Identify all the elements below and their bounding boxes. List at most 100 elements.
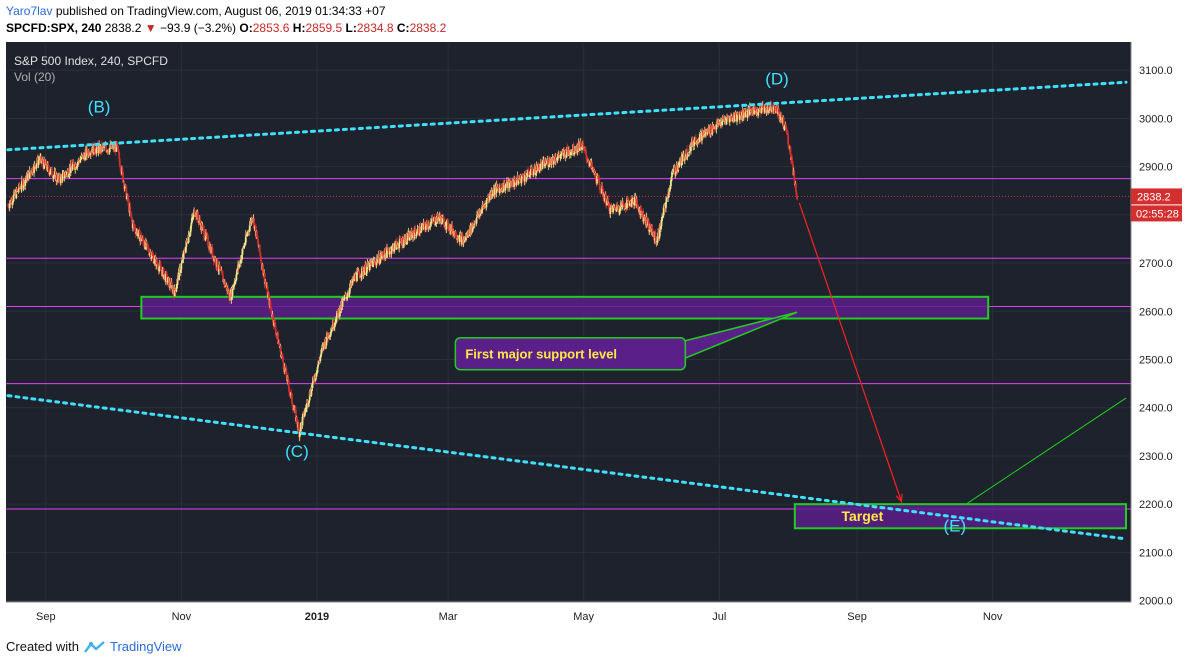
candle-body <box>776 105 778 112</box>
time-axis[interactable] <box>6 602 1182 628</box>
candle-body <box>187 234 190 243</box>
candle-body <box>654 232 657 238</box>
candle-body <box>419 225 422 233</box>
candle-body <box>746 114 749 118</box>
candle-body <box>508 179 511 188</box>
candle-body <box>192 212 195 218</box>
candle-body <box>529 169 532 174</box>
candle-body <box>232 285 235 289</box>
price-chart[interactable]: (B) (C) (D) (E) First major support level Tar… <box>6 42 1182 628</box>
candle-body <box>297 423 300 429</box>
candle-body <box>708 127 711 134</box>
candle-body <box>66 171 68 176</box>
candle-body <box>792 164 795 176</box>
candle-body <box>145 241 148 247</box>
candle-body <box>313 378 316 381</box>
candle-body <box>768 108 771 111</box>
candle-body <box>406 238 409 241</box>
candle-body <box>305 407 308 409</box>
candle-body <box>338 313 341 317</box>
candle-body <box>687 152 690 157</box>
candle-body <box>485 200 488 208</box>
candle-body <box>282 362 285 369</box>
candle-body <box>48 172 51 175</box>
candle-body <box>648 230 651 232</box>
dotted-trendline[interactable] <box>6 80 1128 152</box>
candle-body <box>129 206 132 212</box>
candle-body <box>524 173 527 175</box>
candle-body <box>464 237 467 241</box>
wave-label-d: (D) <box>765 70 789 89</box>
candle-body <box>190 222 193 226</box>
candle-body <box>667 197 670 199</box>
candle-body <box>666 196 669 199</box>
candle-body <box>267 294 270 296</box>
candle-body <box>126 196 128 199</box>
candle-body <box>473 224 476 226</box>
candle-body <box>368 260 371 271</box>
candle-body <box>138 230 141 242</box>
candle-body <box>496 184 498 188</box>
candle-body <box>172 288 175 292</box>
legend-volume: Vol (20) <box>14 70 55 84</box>
rebound-line[interactable] <box>965 397 1127 505</box>
price-axis[interactable] <box>1131 42 1182 602</box>
candle-body <box>294 408 297 410</box>
candle-body <box>772 106 775 111</box>
candle-body <box>46 163 49 171</box>
candle-body <box>522 174 525 178</box>
candle-body <box>771 108 773 113</box>
candle-body <box>787 134 790 145</box>
candle-body <box>646 223 649 225</box>
candle-body <box>609 207 612 214</box>
candle-body <box>740 114 742 117</box>
candle-body <box>651 228 654 237</box>
tradingview-link[interactable]: TradingView <box>109 639 182 654</box>
candle-body <box>153 257 156 262</box>
candle-body <box>263 273 266 285</box>
support-zone[interactable] <box>140 295 990 320</box>
candle-body <box>543 164 546 167</box>
candle-body <box>742 115 745 118</box>
candle-body <box>207 236 209 246</box>
legend-title: S&P 500 Index, 240, SPCFD <box>14 54 168 68</box>
dotted-trendline[interactable] <box>6 394 1128 541</box>
candle-body <box>348 293 351 295</box>
candle-body <box>47 165 50 171</box>
candle-body <box>43 159 46 164</box>
candle-body <box>45 161 48 169</box>
candle-body <box>304 408 307 414</box>
projection-arrow[interactable] <box>798 202 903 502</box>
candle-body <box>701 130 703 141</box>
candle-body <box>71 165 74 170</box>
candle-body <box>310 387 313 396</box>
candle-body <box>162 268 165 279</box>
candle-body <box>398 243 401 249</box>
candle-body <box>266 286 269 298</box>
candle-body <box>599 189 602 191</box>
candle-body <box>537 164 540 172</box>
candle-body <box>142 237 144 241</box>
candle-body <box>626 198 628 209</box>
candle-body <box>793 171 796 180</box>
author-link[interactable]: Yaro7lav <box>6 4 53 18</box>
candle-body <box>231 286 234 296</box>
candle-body <box>783 126 786 128</box>
candle-body <box>316 372 318 375</box>
candle-body <box>111 143 113 148</box>
candle-body <box>308 392 311 401</box>
candle-body <box>308 400 311 404</box>
candle-body <box>142 240 145 246</box>
callout-box[interactable] <box>454 336 687 371</box>
candle-body <box>757 112 760 115</box>
candle-body <box>317 364 319 368</box>
candle-body <box>21 179 24 182</box>
candle-body <box>404 243 407 245</box>
down-triangle-icon: ▼ <box>144 21 157 35</box>
candle-body <box>767 102 770 113</box>
candle-body <box>354 274 357 281</box>
candle-body <box>302 413 304 417</box>
candle-body <box>319 356 322 362</box>
last-price-tag-text: 2838.2 <box>1137 191 1171 203</box>
candle-body <box>64 172 67 177</box>
